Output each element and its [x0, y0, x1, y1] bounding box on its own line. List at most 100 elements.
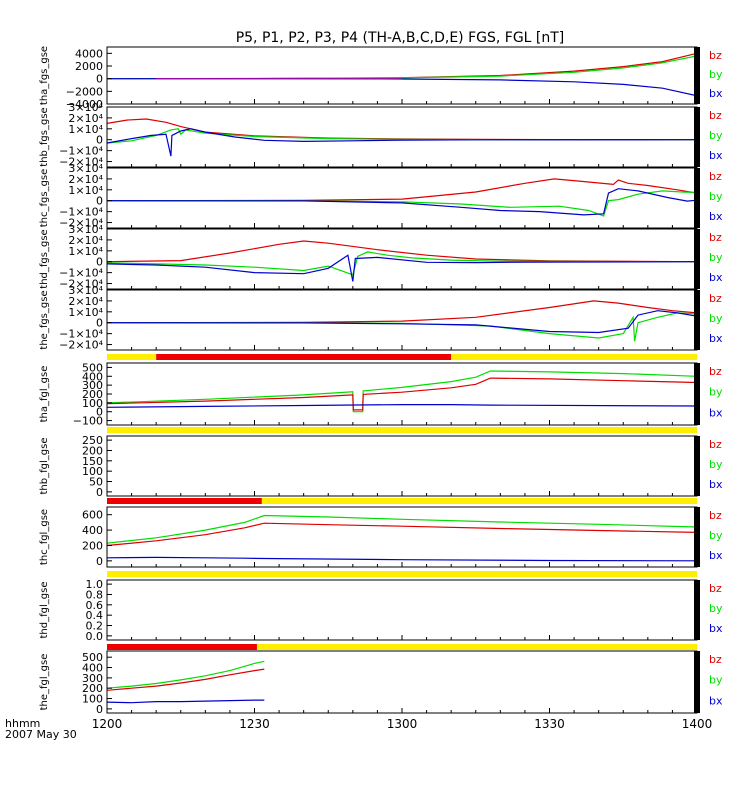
y-axis-label: thd_fgs_gse: [39, 229, 50, 288]
panel-frame: [106, 362, 698, 426]
panel-frame: [106, 46, 698, 105]
y-tick-label: 400: [82, 662, 103, 675]
series-line-bz: [107, 300, 697, 324]
y-tick-label: −4000: [66, 98, 103, 111]
status-bar-yellow: [261, 498, 697, 504]
series-line-bx: [107, 128, 697, 157]
y-tick-label: −2×10⁴: [59, 278, 103, 291]
series-line-by: [107, 128, 697, 144]
y-tick-label: 0: [96, 555, 103, 568]
y-tick-label: 2×10⁴: [68, 234, 103, 247]
legend-by: by: [709, 458, 723, 471]
legend-bx: bx: [709, 271, 723, 284]
panel-right-edge: [694, 651, 700, 713]
panel-right-edge: [694, 363, 700, 425]
y-tick-label: 150: [82, 455, 103, 468]
series-group: [107, 52, 697, 97]
y-tick-label: 100: [82, 693, 103, 706]
panel-thd_fgl_gse: 1.00.80.60.40.20.0 thd_fgl_gse bz by bx: [39, 571, 723, 643]
status-bar-yellow: [451, 354, 697, 360]
y-tick-label: −1×10⁴: [59, 206, 103, 219]
legend-bx: bx: [709, 549, 723, 562]
y-tick-label: 100: [82, 397, 103, 410]
y-tick-label: 0: [96, 486, 103, 499]
status-bar-yellow: [107, 354, 157, 360]
panel-right-edge: [694, 229, 700, 289]
y-tick-label: 200: [82, 682, 103, 695]
y-axis-label: thb_fgs_gse: [39, 107, 50, 166]
series-line-bz: [107, 377, 697, 411]
y-tick-label: 600: [82, 509, 103, 522]
panel-right-edge: [694, 107, 700, 167]
y-tick-label: 0.8: [86, 588, 104, 601]
y-tick-label: 0: [96, 256, 103, 269]
time-unit-label: hhmm: [5, 717, 40, 730]
y-tick-label: 300: [82, 379, 103, 392]
y-tick-label: 2×10⁴: [68, 173, 103, 186]
y-tick-label: 200: [82, 388, 103, 401]
legend-bx: bx: [709, 406, 723, 419]
series-group: [107, 370, 697, 413]
y-tick-label: 0: [96, 73, 103, 86]
y-tick-label: 0.2: [86, 620, 104, 633]
y-tick-label: 500: [82, 361, 103, 374]
panel-frame: [106, 650, 698, 714]
y-axis-label: the_fgl_gse: [39, 654, 50, 711]
y-tick-label: −2×10⁴: [59, 217, 103, 230]
status-bar-yellow: [107, 427, 697, 433]
y-axis-label: thc_fgl_gse: [39, 509, 50, 565]
legend-by: by: [709, 386, 723, 399]
series-group: [107, 514, 697, 562]
y-tick-label: 1.0: [86, 578, 104, 591]
panel-right-edge: [694, 47, 700, 104]
y-tick-label: 0: [96, 134, 103, 147]
y-tick-label: 0: [96, 195, 103, 208]
y-tick-label: 3×10⁴: [68, 162, 103, 175]
y-tick-label: 300: [82, 672, 103, 685]
date-label: 2007 May 30: [5, 728, 77, 741]
y-axis-label: thb_fgl_gse: [39, 438, 50, 495]
legend-bx: bx: [709, 332, 723, 345]
series-line-bz: [107, 668, 265, 691]
panel-frame: [106, 228, 698, 290]
series-line-bx: [107, 78, 697, 97]
y-tick-label: 500: [82, 651, 103, 664]
panel-right-edge: [694, 168, 700, 228]
time-axis: 1200 1230 1300 1330 1400: [92, 717, 713, 731]
panel-frame: [106, 289, 698, 351]
x-tick-label: 1230: [239, 717, 270, 731]
y-tick-label: −1×10⁴: [59, 328, 103, 341]
series-line-by: [107, 660, 265, 689]
series-group: [107, 240, 697, 282]
legend-bz: bz: [709, 653, 722, 666]
panel-frame: [106, 106, 698, 168]
panel-right-edge: [694, 507, 700, 567]
status-bar-red: [107, 644, 257, 650]
series-group: [107, 118, 697, 157]
panel-thc_fgl_gse: 600 400 200 0 thc_fgl_gse bz by bx: [39, 498, 723, 568]
series-line-bx: [107, 699, 265, 704]
x-tick-label: 1400: [682, 717, 713, 731]
legend-bz: bz: [709, 582, 722, 595]
legend-bx: bx: [709, 210, 723, 223]
y-tick-label: 3×10⁴: [68, 284, 103, 297]
x-tick-label: 1200: [92, 717, 123, 731]
series-line-bx: [107, 556, 697, 562]
y-tick-label: 0.0: [86, 630, 104, 643]
y-tick-label: 1×10⁴: [68, 123, 103, 136]
legend-bx: bx: [709, 622, 723, 635]
series-group: [107, 178, 697, 217]
y-tick-label: −2×10⁴: [59, 156, 103, 169]
x-tick-label: 1330: [534, 717, 565, 731]
status-bar-red: [156, 354, 452, 360]
series-line-bx: [107, 310, 697, 334]
series-group: [107, 300, 697, 342]
y-tick-label: −2000: [66, 85, 103, 98]
